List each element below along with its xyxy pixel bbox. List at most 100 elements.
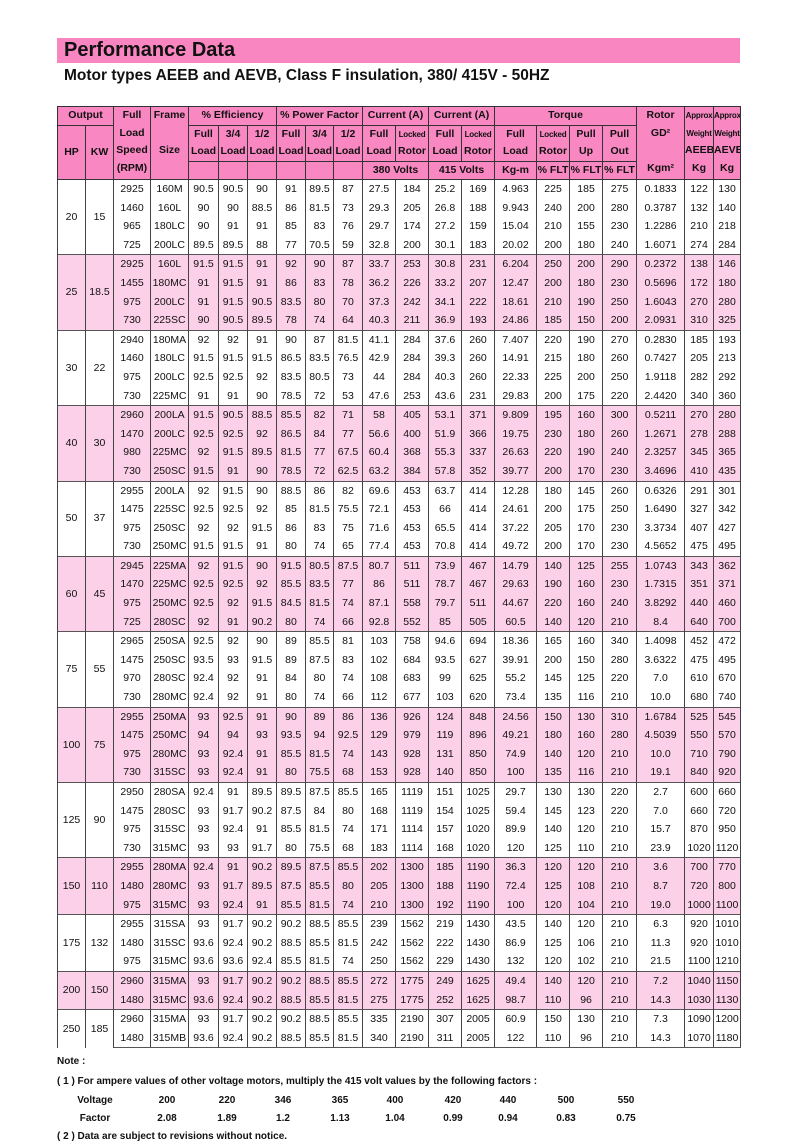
table-cell: 1025 bbox=[461, 801, 496, 821]
table-cell: 91.5 bbox=[188, 405, 219, 425]
table-cell: 405 bbox=[394, 405, 430, 425]
table-cell: 200 bbox=[569, 367, 604, 387]
table-cell: 505 bbox=[461, 612, 496, 632]
table-cell: 85.5 bbox=[276, 405, 306, 425]
table-cell: 975 bbox=[113, 594, 151, 613]
table-cell: 730 bbox=[113, 688, 151, 708]
table-cell: 29.83 bbox=[494, 386, 538, 406]
table-cell: 80 bbox=[276, 612, 306, 632]
table-cell: 240 bbox=[536, 198, 571, 218]
voltage-value: 500 bbox=[557, 1095, 575, 1106]
table-cell: 74 bbox=[305, 537, 334, 557]
table-cell: 684 bbox=[394, 650, 430, 670]
table-cell: 78 bbox=[276, 311, 306, 331]
table-cell: 220 bbox=[536, 594, 571, 613]
table-cell: 2.3257 bbox=[636, 443, 686, 462]
table-cell: 368 bbox=[394, 443, 430, 462]
table-cell: 140 bbox=[536, 820, 571, 839]
table-cell: 280 bbox=[602, 726, 638, 745]
table-cell: 93 bbox=[188, 838, 219, 858]
table-cell: 88 bbox=[247, 235, 277, 255]
table-cell: 180 bbox=[569, 349, 604, 368]
table-cell: 92.4 bbox=[218, 820, 248, 839]
table-cell: 1070 bbox=[684, 1028, 715, 1049]
table-cell: 975 bbox=[113, 952, 151, 972]
table-cell: 275 bbox=[602, 178, 638, 199]
table-cell: 2945 bbox=[113, 555, 151, 576]
header-line: Load bbox=[502, 145, 529, 157]
table-cell: 150 bbox=[536, 1009, 571, 1029]
header-line: Full bbox=[369, 127, 389, 140]
table-cell: 193 bbox=[713, 329, 742, 350]
table-cell: 92.5 bbox=[188, 631, 219, 651]
table-cell: 24.86 bbox=[494, 311, 538, 331]
table-row: 730 315SC 93 92.4 91 80 75.5 68 153 928 140 850 100 1… bbox=[58, 763, 742, 783]
table-cell: 790 bbox=[713, 744, 742, 764]
table-cell: 325 bbox=[713, 311, 742, 331]
table-cell: 85.5 bbox=[333, 970, 363, 991]
table-cell: 282 bbox=[684, 367, 715, 387]
table-cell: 132 bbox=[684, 198, 715, 218]
table-cell: 81.5 bbox=[333, 990, 363, 1010]
voltage-value: 220 bbox=[218, 1095, 236, 1106]
table-cell: 92.5 bbox=[188, 594, 219, 613]
table-cell: 91.5 bbox=[247, 518, 277, 538]
table-cell: 343 bbox=[684, 555, 715, 576]
header-line: Load bbox=[306, 145, 333, 157]
table-cell: 190 bbox=[569, 443, 604, 462]
table-cell: 93 bbox=[188, 801, 219, 821]
table-cell: 30.8 bbox=[428, 254, 463, 274]
table-cell: 180LC bbox=[150, 349, 189, 368]
table-cell: 90 bbox=[276, 706, 306, 727]
kw-cell: 185 bbox=[85, 1009, 114, 1048]
table-cell: 81.5 bbox=[305, 198, 334, 218]
table-cell: 231 bbox=[461, 386, 496, 406]
table-cell: 84 bbox=[305, 801, 334, 821]
table-cell: 280SC bbox=[150, 801, 189, 821]
table-cell: 1430 bbox=[461, 914, 496, 934]
table-cell: 19.0 bbox=[636, 895, 686, 915]
table-cell: 730 bbox=[113, 311, 151, 331]
table-cell: 93 bbox=[218, 650, 248, 670]
table-cell: 1300 bbox=[394, 876, 430, 896]
table-cell: 89 bbox=[276, 631, 306, 651]
table-cell: 91 bbox=[218, 857, 248, 877]
table-cell: 91.5 bbox=[188, 349, 219, 368]
table-cell: 72.1 bbox=[362, 500, 396, 519]
table-cell: 435 bbox=[713, 461, 742, 481]
table-cell: 185 bbox=[569, 178, 604, 199]
table-cell: 22.33 bbox=[494, 367, 538, 387]
table-cell: 76.5 bbox=[333, 349, 363, 368]
table-cell: 0.7427 bbox=[636, 349, 686, 368]
table-cell: 207 bbox=[461, 273, 496, 293]
table-cell: 1020 bbox=[461, 838, 496, 858]
table-cell: 250 bbox=[536, 254, 571, 274]
table-cell: 74 bbox=[333, 820, 363, 839]
table-cell: 928 bbox=[394, 763, 430, 783]
table-cell: 250SC bbox=[150, 461, 189, 481]
table-cell: 120 bbox=[536, 895, 571, 915]
table-cell: 0.2372 bbox=[636, 254, 686, 274]
table-cell: 130 bbox=[713, 178, 742, 199]
table-cell: 92 bbox=[188, 329, 219, 350]
hp-cell: 40 bbox=[57, 405, 86, 481]
table-cell: 1.2671 bbox=[636, 424, 686, 444]
table-cell: 193 bbox=[461, 311, 496, 331]
table-cell: 315MA bbox=[150, 1009, 189, 1029]
table-cell: 975 bbox=[113, 292, 151, 312]
table-cell: 453 bbox=[394, 500, 430, 519]
table-cell: 0.2830 bbox=[636, 329, 686, 350]
table-cell: 725 bbox=[113, 612, 151, 632]
table-cell: 81.5 bbox=[333, 933, 363, 953]
header-line: Kg-m bbox=[502, 163, 529, 176]
header-blank bbox=[188, 160, 219, 180]
table-cell: 49.4 bbox=[494, 970, 538, 991]
table-row: 125 90 2950 280SA 92.4 91 89.5 89.5 87.5 85.5 165 1… bbox=[57, 781, 742, 858]
table-cell: 99 bbox=[428, 669, 463, 689]
kw-cell: 132 bbox=[85, 914, 114, 972]
table-cell: 24.56 bbox=[494, 706, 538, 727]
table-cell: 300 bbox=[602, 405, 638, 425]
table-cell: 124 bbox=[428, 706, 463, 727]
table-cell: 91 bbox=[247, 763, 277, 783]
table-cell: 1625 bbox=[461, 970, 496, 991]
